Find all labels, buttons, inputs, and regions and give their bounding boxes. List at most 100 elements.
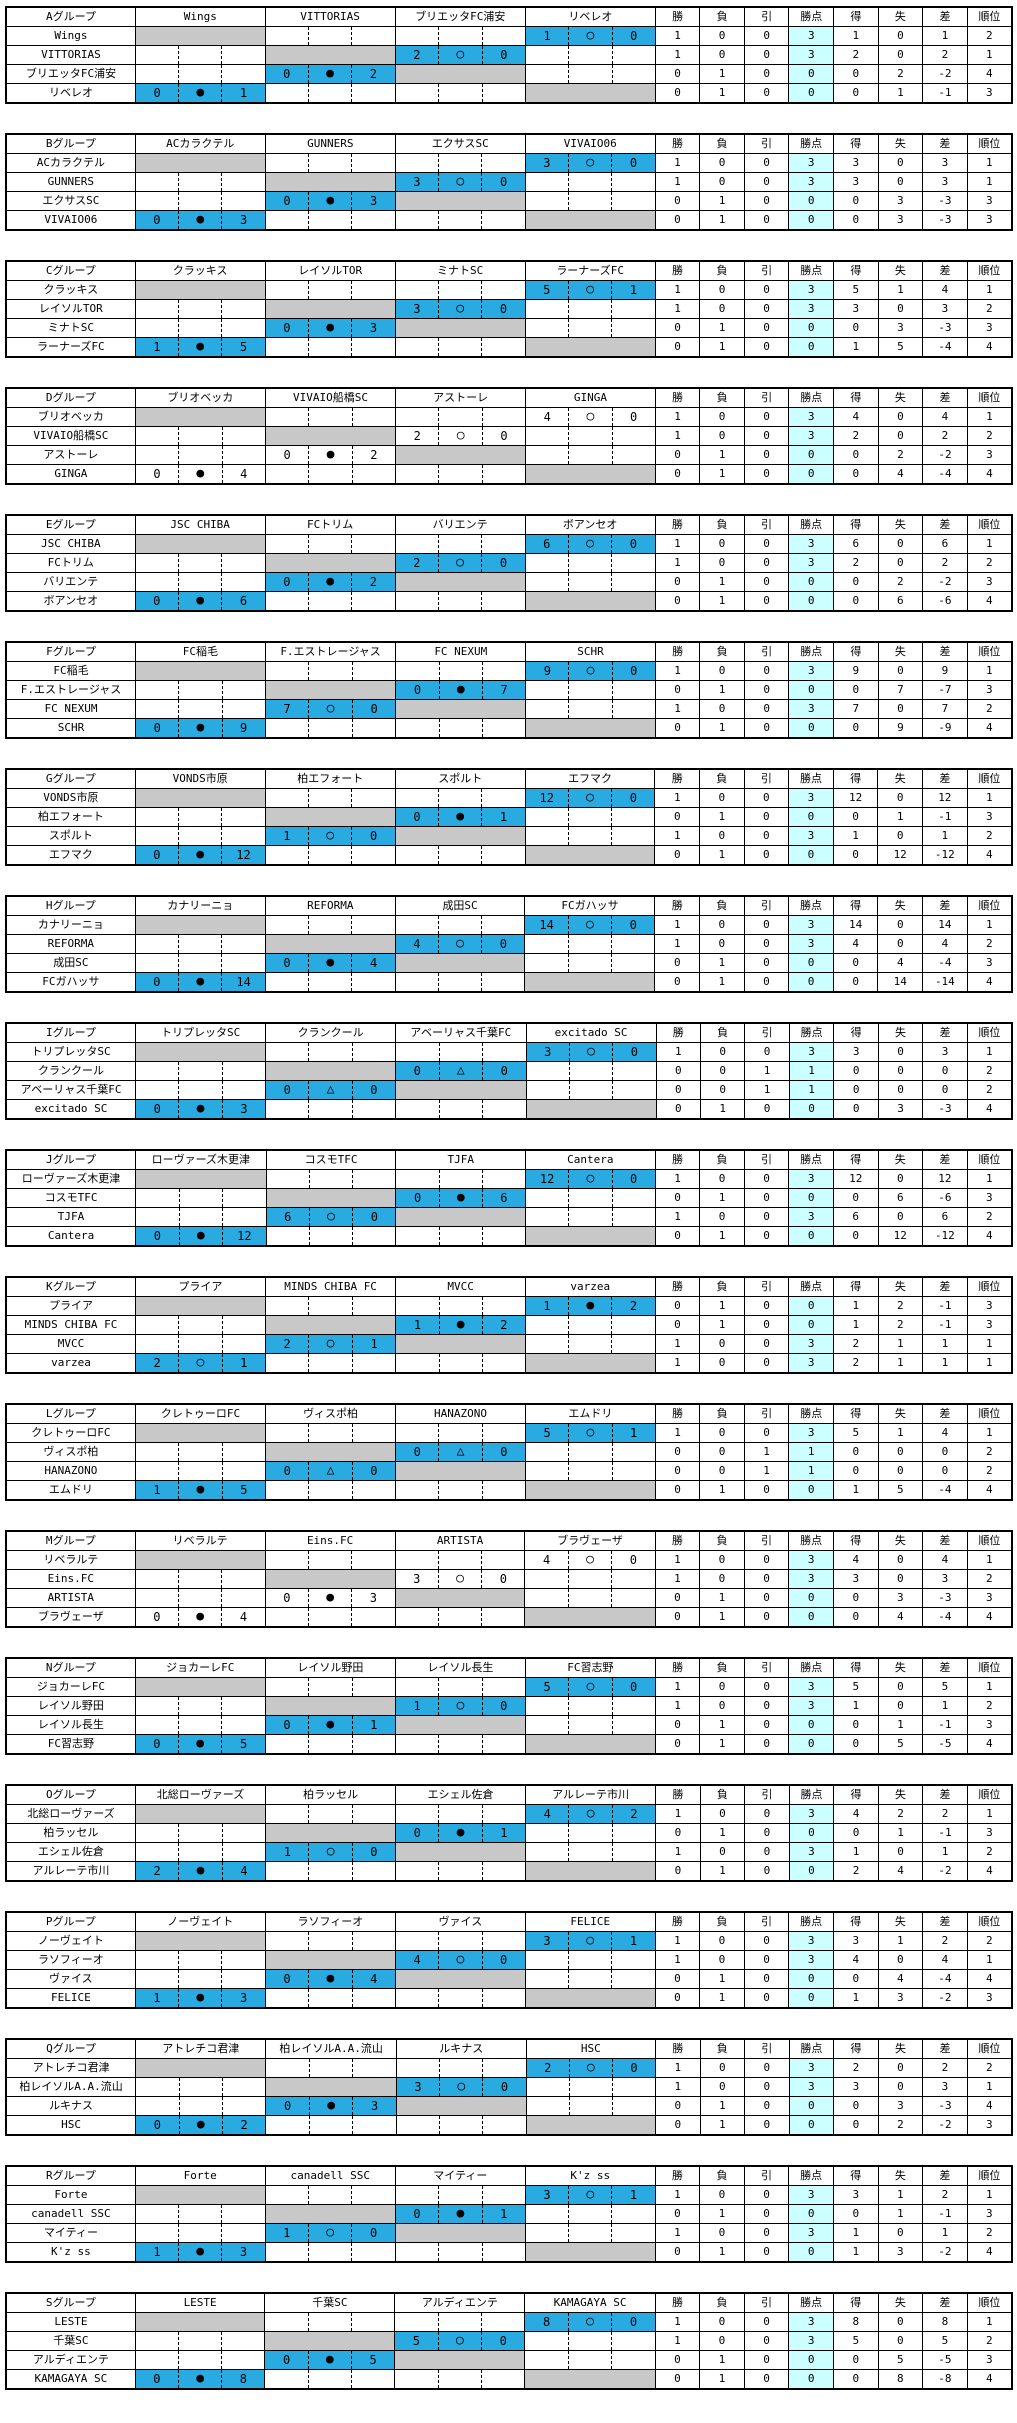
score-right xyxy=(612,955,654,972)
result-mark xyxy=(307,2313,352,2331)
score-left: 0 xyxy=(283,321,291,335)
match-cell xyxy=(394,2185,526,2205)
rank-cell: 4 xyxy=(966,464,1013,485)
team-name: アルレーテ市川 xyxy=(5,1861,136,1882)
score-left xyxy=(266,2243,308,2261)
score-right: 3 xyxy=(369,321,378,335)
score-left xyxy=(137,1209,179,1226)
diagonal-cell xyxy=(134,1423,267,1443)
team-column-header: クランクール xyxy=(265,1022,397,1043)
score-right: 12 xyxy=(237,1229,252,1243)
points-cell: 3 xyxy=(788,699,835,719)
points-cell: 3 xyxy=(788,553,834,573)
team-column-header: Eins.FC xyxy=(264,1530,396,1551)
wins-cell: 1 xyxy=(654,45,701,65)
goals-for-cell: 3 xyxy=(833,1931,879,1951)
goals-against-header: 失 xyxy=(877,2165,924,2186)
goal-diff-header: 差 xyxy=(922,387,968,408)
wins-cell: 0 xyxy=(654,337,701,358)
score-right: 3 xyxy=(369,194,378,208)
score-left xyxy=(266,1933,308,1950)
result-mark: ○ xyxy=(567,2313,613,2331)
goal-diff-cell: -3 xyxy=(922,2096,968,2116)
goals-against-cell: 5 xyxy=(877,2350,924,2370)
wins-header: 勝 xyxy=(655,1784,701,1805)
goals-against-cell: 0 xyxy=(877,1677,924,1697)
score-left xyxy=(527,682,569,699)
score-left xyxy=(137,1317,179,1334)
team-name: KAMAGAYA SC xyxy=(5,2369,136,2390)
match-cell xyxy=(394,1734,526,1755)
points-cell: 3 xyxy=(788,172,835,192)
result-mark: ○ xyxy=(178,1354,223,1372)
losses-cell: 0 xyxy=(699,2312,745,2332)
score-left xyxy=(266,917,308,934)
result-mark: ● xyxy=(438,681,483,699)
result-mark xyxy=(307,27,353,45)
team-name: REFORMA xyxy=(5,934,136,954)
result-mark xyxy=(308,154,353,172)
score-right: 0 xyxy=(370,1210,378,1224)
score-left xyxy=(526,1209,568,1226)
goals-for-cell: 0 xyxy=(832,953,879,973)
group-name: Hグループ xyxy=(5,895,136,916)
draws-cell: 0 xyxy=(743,788,790,808)
result-mark xyxy=(178,1824,223,1842)
wins-header: 勝 xyxy=(654,514,701,535)
match-cell xyxy=(134,2331,266,2351)
score-left xyxy=(136,2333,178,2350)
losses-cell: 1 xyxy=(699,2096,746,2116)
wins-cell: 1 xyxy=(654,1696,701,1716)
result-cell: 0 ● 12 xyxy=(134,845,266,866)
result-mark xyxy=(308,1043,353,1061)
team-name: バリエンテ xyxy=(5,572,136,592)
match-cell xyxy=(395,661,527,681)
goal-diff-cell: -14 xyxy=(922,972,968,993)
rank-cell: 1 xyxy=(966,534,1013,554)
team-name: カナリーニョ xyxy=(5,915,136,935)
team-row: Forte 3 ○ 1 1 0 0 3 3 1 2 1 xyxy=(5,2185,1013,2205)
score-right: 12 xyxy=(236,848,251,862)
score-right xyxy=(223,1444,265,1461)
losses-cell: 1 xyxy=(699,1734,745,1755)
score-right xyxy=(222,955,264,972)
losses-header: 負 xyxy=(699,1276,745,1297)
points-header: 勝点 xyxy=(788,1403,835,1424)
result-cell: 0 ● 2 xyxy=(264,445,397,465)
diagonal-cell xyxy=(134,153,266,173)
points-header: 勝点 xyxy=(788,514,834,535)
points-cell: 0 xyxy=(788,1988,834,2009)
goals-for-cell: 2 xyxy=(833,1861,879,1882)
points-cell: 0 xyxy=(788,1823,835,1843)
goal-diff-cell: 2 xyxy=(922,45,968,65)
losses-cell: 1 xyxy=(699,845,745,866)
score-right xyxy=(353,1862,395,1880)
result-mark xyxy=(178,1081,223,1099)
team-column-header: エシェル佐倉 xyxy=(395,1784,527,1805)
score-left xyxy=(136,47,178,64)
goals-for-cell: 1 xyxy=(833,337,879,358)
score-right: 1 xyxy=(629,1934,638,1948)
wins-cell: 0 xyxy=(655,2096,701,2116)
draws-cell: 0 xyxy=(743,1988,790,2009)
score-right xyxy=(223,1063,265,1080)
rank-cell: 1 xyxy=(966,1950,1013,1970)
team-column-header: GUNNERS xyxy=(264,133,396,154)
score-left xyxy=(526,2333,568,2350)
team-row: FCガハッサ 0 ● 14 0 1 0 0 0 14 -14 4 xyxy=(5,972,1013,993)
rank-cell: 2 xyxy=(966,934,1013,954)
team-column-header: ルキナス xyxy=(395,2038,527,2059)
team-column-header: FC NEXUM xyxy=(395,641,527,662)
team-row: マイティー 1 ○ 0 1 0 0 3 1 0 1 2 xyxy=(5,2223,1013,2243)
team-name: HSC xyxy=(5,2115,137,2136)
score-left: 0 xyxy=(413,1826,421,1840)
rank-cell: 3 xyxy=(966,1296,1013,1316)
wins-cell: 1 xyxy=(654,2331,701,2351)
result-mark: ● xyxy=(178,1862,223,1880)
score-right xyxy=(222,174,264,191)
score-right xyxy=(483,2060,525,2077)
score-left xyxy=(526,1444,568,1461)
wins-cell: 1 xyxy=(655,2058,701,2078)
team-column-header: エムドリ xyxy=(524,1403,656,1424)
goals-against-cell: 0 xyxy=(877,1207,924,1227)
